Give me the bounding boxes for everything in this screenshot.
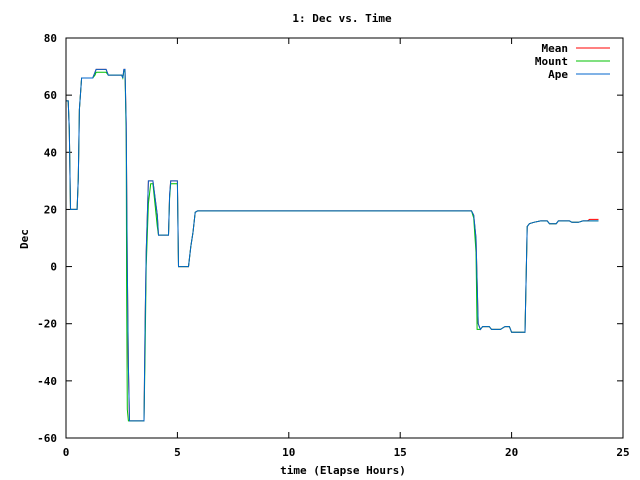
y-tick-label: 20	[44, 203, 57, 216]
y-tick-label: 0	[50, 261, 57, 274]
series-lines	[66, 68, 599, 422]
series-line-mean	[66, 68, 599, 422]
y-tick-label: -40	[37, 375, 57, 388]
series-line-ape	[66, 68, 599, 422]
legend-label-mean: Mean	[542, 42, 569, 55]
x-tick-label: 0	[63, 446, 70, 459]
y-tick-label: 40	[44, 146, 57, 159]
chart-title: 1: Dec vs. Time	[292, 12, 392, 25]
y-tick-label: -20	[37, 318, 57, 331]
x-tick-label: 25	[616, 446, 629, 459]
y-tick-label: -60	[37, 432, 57, 445]
x-tick-label: 10	[282, 446, 295, 459]
legend-label-ape: Ape	[548, 68, 568, 81]
axis-ticks: 0 5 10 15 20 25 -60 -40 -20 0 20 40 60 80	[37, 32, 630, 459]
series-line-mount	[66, 70, 599, 422]
y-axis-label: Dec	[18, 229, 31, 249]
x-axis-label: time (Elapse Hours)	[280, 464, 406, 477]
y-tick-label: 80	[44, 32, 57, 45]
x-tick-label: 20	[505, 446, 518, 459]
x-tick-label: 15	[394, 446, 407, 459]
legend-label-mount: Mount	[535, 55, 568, 68]
y-tick-label: 60	[44, 89, 57, 102]
plot-area-border	[65, 37, 624, 439]
x-tick-label: 5	[174, 446, 181, 459]
